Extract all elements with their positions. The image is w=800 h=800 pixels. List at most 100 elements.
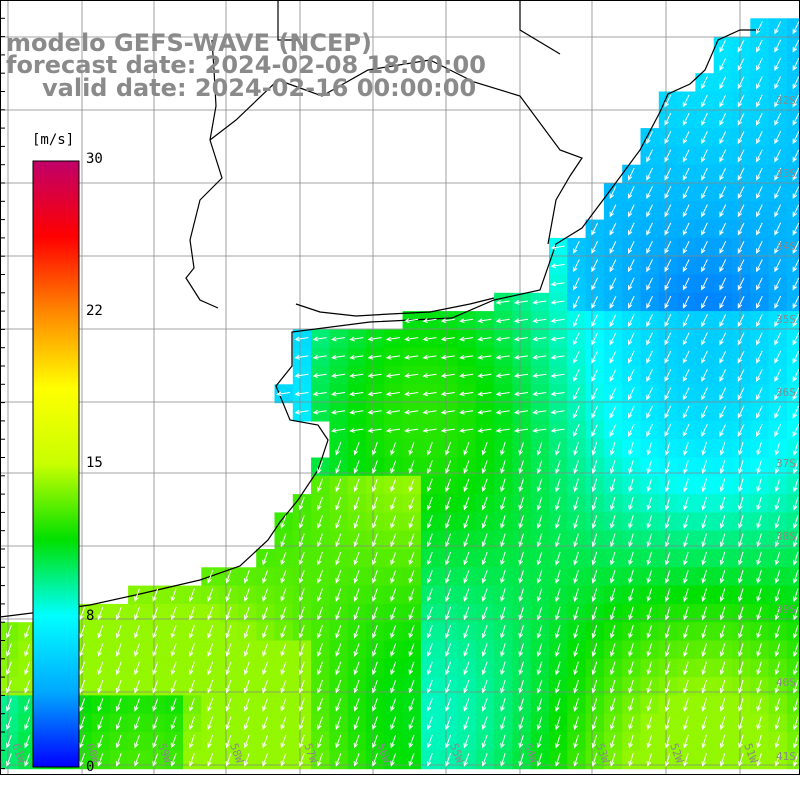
- wind-arrow: [628, 533, 634, 548]
- wind-arrow: [550, 428, 565, 433]
- wind-speed-cell: [786, 439, 800, 459]
- wind-speed-cell: [786, 658, 800, 678]
- wind-arrow: [774, 94, 782, 108]
- wind-arrow: [243, 698, 250, 712]
- wind-arrow: [115, 661, 122, 676]
- wind-arrow: [280, 679, 287, 694]
- wind-arrow: [518, 643, 524, 658]
- wind-arrow: [518, 515, 524, 529]
- wind-arrow: [646, 167, 653, 181]
- wind-arrow: [152, 606, 159, 621]
- wind-arrow: [372, 442, 378, 456]
- wind-arrow: [115, 625, 122, 639]
- wind-arrow: [280, 661, 287, 676]
- wind-arrow: [170, 606, 177, 621]
- wind-arrow: [701, 460, 707, 475]
- wind-arrow: [555, 570, 561, 584]
- wind-arrow: [280, 588, 287, 603]
- wind-arrow: [372, 643, 378, 657]
- wind-arrow: [97, 625, 104, 639]
- wind-speed-cell: [786, 329, 800, 349]
- wind-arrow: [481, 661, 488, 676]
- wind-arrow: [573, 314, 580, 328]
- wind-arrow: [536, 588, 543, 603]
- wind-arrow: [701, 222, 708, 236]
- wind-arrow: [555, 698, 561, 712]
- wind-arrow: [372, 698, 378, 712]
- wind-arrow: [463, 606, 470, 621]
- wind-arrow: [628, 551, 634, 566]
- wind-arrow: [609, 186, 617, 200]
- wind-arrow: [573, 533, 579, 548]
- border-north-segment: [277, 0, 561, 55]
- wind-arrow: [536, 643, 543, 658]
- wind-arrow: [481, 679, 488, 694]
- wind-arrow: [628, 661, 634, 676]
- wind-arrow: [664, 533, 671, 548]
- wind-arrow: [372, 753, 378, 767]
- wind-arrow: [97, 734, 104, 749]
- wind-arrow: [591, 698, 598, 712]
- wind-arrow: [701, 643, 707, 658]
- wind-arrow: [170, 588, 177, 603]
- wind-arrow: [79, 643, 86, 657]
- wind-arrow: [683, 460, 689, 475]
- wind-arrow: [737, 149, 745, 163]
- wind-arrow: [591, 478, 598, 493]
- wind-arrow: [385, 336, 400, 342]
- wind-arrow: [646, 478, 653, 493]
- wind-arrow: [792, 167, 800, 181]
- wind-arrow: [610, 753, 616, 767]
- wind-arrow: [756, 588, 762, 603]
- plata-estuary-north-shore: [295, 297, 495, 317]
- wind-arrow: [646, 369, 653, 383]
- wind-arrow: [408, 588, 415, 603]
- wind-arrow: [390, 442, 397, 456]
- wind-arrow: [440, 409, 455, 415]
- wind-arrow: [774, 222, 782, 236]
- wind-arrow: [170, 734, 177, 749]
- wind-arrow: [426, 551, 433, 566]
- wind-arrow: [477, 373, 492, 378]
- wind-speed-cell: [786, 73, 800, 93]
- wind-arrow: [481, 478, 488, 493]
- wind-arrow: [793, 570, 799, 584]
- wind-arrow: [207, 698, 214, 712]
- wind-arrow: [737, 259, 745, 273]
- wind-arrow: [426, 698, 433, 712]
- forecast-date: forecast date: 2024-02-08 18:00:00: [6, 51, 486, 79]
- wind-arrow: [170, 625, 177, 639]
- wind-arrow: [6, 679, 12, 694]
- wind-arrow: [774, 606, 781, 621]
- wind-arrow: [756, 624, 762, 639]
- wind-speed-cell: [786, 677, 800, 696]
- wind-arrow: [262, 734, 269, 749]
- latitude-label: 36S: [776, 386, 796, 399]
- wind-arrow: [792, 39, 800, 53]
- wind-arrow: [610, 551, 616, 566]
- wind-arrow: [573, 332, 580, 346]
- wind-arrow: [445, 515, 452, 529]
- wind-arrow: [367, 354, 382, 360]
- wind-arrow: [500, 460, 506, 475]
- wind-arrow: [701, 295, 708, 309]
- wind-arrow: [683, 734, 689, 749]
- wind-arrow: [591, 624, 598, 639]
- wind-arrow: [422, 354, 437, 360]
- wind-arrow: [664, 131, 672, 145]
- wind-arrow: [646, 606, 653, 621]
- wind-arrow: [646, 332, 653, 346]
- wind-arrow: [756, 167, 763, 181]
- wind-arrow: [682, 112, 690, 126]
- wind-arrow: [317, 515, 323, 529]
- wind-arrow: [683, 570, 689, 584]
- wind-arrow: [756, 295, 763, 309]
- wind-arrow: [682, 295, 690, 309]
- wind-arrow: [793, 698, 799, 712]
- wind-arrow: [207, 661, 214, 676]
- atlantic-coast: [0, 29, 760, 618]
- wind-arrow: [591, 460, 598, 475]
- wind-arrow: [312, 336, 327, 342]
- wind-speed-cell: [786, 549, 800, 568]
- wind-arrow: [756, 753, 762, 767]
